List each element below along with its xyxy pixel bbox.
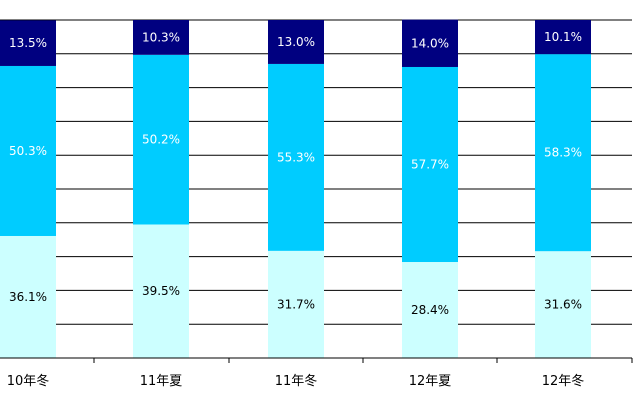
category-label: 12年冬 xyxy=(542,373,585,389)
data-label: 57.7% xyxy=(411,157,449,171)
bar-segment xyxy=(268,20,324,64)
bar-segment xyxy=(133,54,189,225)
data-label: 28.4% xyxy=(411,303,449,317)
bar-segments xyxy=(0,19,591,358)
data-label: 10.3% xyxy=(142,30,180,44)
bar-segment xyxy=(402,262,458,358)
data-label: 55.3% xyxy=(277,150,315,164)
category-label: 12年夏 xyxy=(409,374,452,389)
bar-segment xyxy=(268,63,324,251)
data-label: 14.0% xyxy=(411,36,449,50)
data-label: 13.0% xyxy=(277,35,315,49)
bar-segment xyxy=(133,224,189,358)
data-label: 39.5% xyxy=(142,284,180,298)
bar-segment xyxy=(133,20,189,55)
bar-segment xyxy=(0,65,56,236)
x-axis xyxy=(0,357,633,363)
data-label: 36.1% xyxy=(9,290,47,304)
data-label: 50.2% xyxy=(142,133,180,147)
bar-segment xyxy=(535,20,591,55)
data-label: 50.3% xyxy=(9,144,47,158)
bar-segment xyxy=(0,235,56,358)
bar-segment xyxy=(402,19,458,67)
data-label: 13.5% xyxy=(9,36,47,50)
data-label: 31.7% xyxy=(277,297,315,311)
bar-segment xyxy=(402,66,458,263)
data-label: 10.1% xyxy=(544,30,582,44)
category-labels: 10年冬 11年夏 11年冬 12年夏 12年冬 xyxy=(7,373,585,389)
bar-segment xyxy=(0,20,56,66)
category-label: 11年冬 xyxy=(275,373,318,389)
segment-labels: 36.1% 50.3% 13.5% 39.5% 50.2% 10.3% 31.7% 55.3%… xyxy=(9,30,582,317)
bar-segment xyxy=(535,251,591,358)
category-label: 11年夏 xyxy=(140,374,183,389)
data-label: 31.6% xyxy=(544,298,582,312)
bar-segment xyxy=(535,54,591,252)
category-label: 10年冬 xyxy=(7,373,50,389)
bar-segment xyxy=(268,250,324,358)
data-label: 58.3% xyxy=(544,146,582,160)
